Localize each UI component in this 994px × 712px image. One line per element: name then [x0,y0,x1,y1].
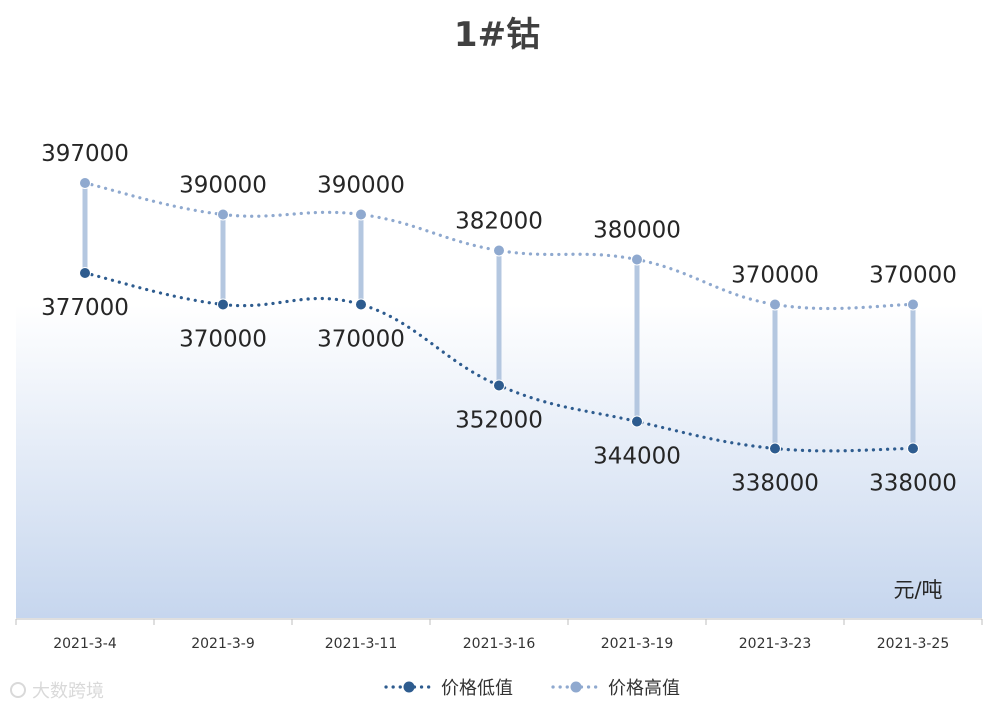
legend: 价格低值 价格高值 [384,678,680,699]
high-price-label: 370000 [731,263,819,289]
x-tick-label: 2021-3-23 [739,636,811,652]
x-tick-label: 2021-3-16 [463,636,536,652]
high-price-point [355,208,367,221]
high-price-point [79,177,91,189]
x-tick-label: 2021-3-11 [325,636,397,652]
high-price-point [631,253,643,266]
low-price-label: 338000 [869,471,957,497]
chart-title: 1#钴 [454,15,540,55]
low-price-point [217,298,229,311]
x-tick-label: 2021-3-9 [191,636,255,652]
x-tick-label: 2021-3-4 [53,636,117,652]
low-price-label: 370000 [179,327,267,353]
high-price-point [493,244,505,257]
data-labels: 397000 377000 390000 370000 390000 370000 3820… [41,141,957,497]
x-axis: 2021-3-4 2021-3-9 2021-3-11 2021-3-16 2021-3… [15,619,983,652]
low-price-label: 377000 [41,295,129,321]
legend-high-marker [570,681,582,693]
high-price-label: 382000 [455,209,543,235]
high-price-label: 370000 [869,263,957,289]
high-price-point [217,208,229,221]
low-price-label: 352000 [455,408,543,434]
high-price-label: 380000 [593,218,681,244]
high-price-label: 397000 [41,141,129,167]
low-price-point [631,415,643,428]
watermark: 大数跨境 [10,681,104,702]
low-price-point [355,298,367,311]
low-price-point [769,442,781,455]
x-tick-label: 2021-3-25 [877,636,949,652]
legend-low-marker [403,681,415,693]
low-price-point [907,442,919,455]
high-price-label: 390000 [179,173,267,199]
low-price-label: 338000 [731,471,819,497]
high-price-point [769,298,781,311]
low-price-point [79,267,91,279]
x-tick-label: 2021-3-19 [601,636,673,652]
unit-label: 元/吨 [893,578,942,602]
high-low-connectors [82,180,916,451]
legend-low-label: 价格低值 [441,678,513,699]
high-price-label: 390000 [317,173,405,199]
low-price-label: 370000 [317,327,405,353]
series-points [79,177,919,455]
high-price-point [907,298,919,311]
low-price-label: 344000 [593,444,681,470]
legend-high-label: 价格高值 [608,678,680,699]
watermark-logo-icon [10,682,26,698]
low-price-point [493,379,505,392]
watermark-text: 大数跨境 [32,681,104,702]
